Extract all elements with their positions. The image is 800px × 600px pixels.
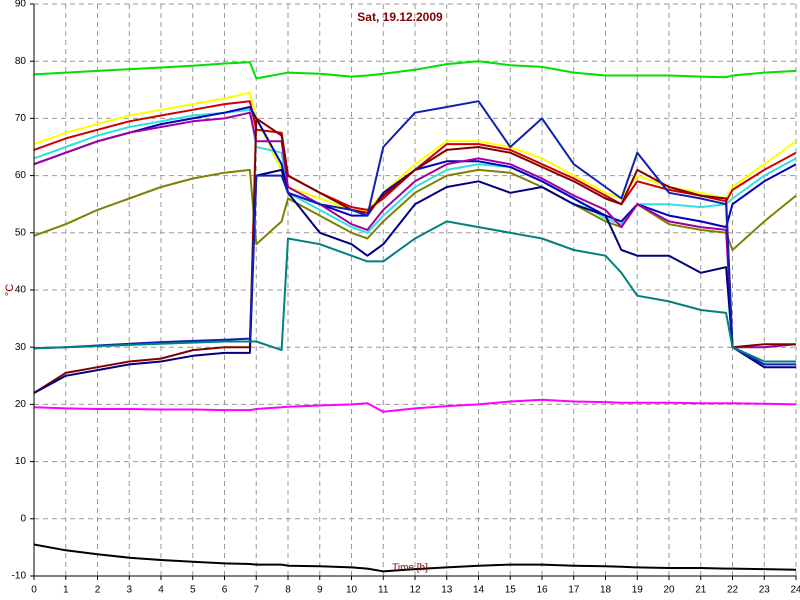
series-line [33, 117, 796, 394]
y-tick-label: 50 [15, 227, 27, 238]
x-tick-label: 7 [253, 585, 259, 596]
y-tick-label: 10 [15, 456, 27, 467]
series-line [33, 111, 797, 349]
series-line [33, 60, 797, 80]
y-tick-label: 60 [15, 170, 27, 181]
x-tick-label: 10 [346, 585, 358, 596]
series-line [33, 220, 796, 363]
x-tick-label: 11 [378, 585, 389, 596]
series-line [33, 100, 796, 366]
x-tick-label: 6 [222, 585, 228, 596]
x-tick-label: 4 [158, 585, 164, 596]
y-tick-label: 30 [15, 342, 27, 353]
x-tick-label: 16 [536, 585, 548, 596]
series-line [33, 168, 797, 251]
x-tick-label: 1 [63, 585, 69, 596]
x-tick-label: 8 [285, 585, 291, 596]
x-tick-label: 5 [190, 585, 196, 596]
y-tick-label: 20 [15, 399, 27, 410]
chart-title: Sat, 19.12.2009 [357, 10, 443, 24]
x-tick-label: 0 [31, 585, 37, 596]
x-tick-label: 22 [727, 585, 739, 596]
x-tick-label: 3 [126, 585, 132, 596]
y-axis-label: °C [4, 284, 16, 296]
x-tick-label: 19 [632, 585, 644, 596]
grid [30, 3, 797, 580]
y-tick-label: -10 [12, 571, 27, 582]
x-tick-label: 23 [759, 585, 771, 596]
x-tick-label: 20 [663, 585, 675, 596]
lines [33, 60, 797, 573]
x-axis-label: Time [h] [392, 563, 428, 574]
series-line [33, 100, 797, 211]
y-tick-label: 0 [20, 513, 26, 524]
series-line [33, 398, 797, 413]
x-tick-label: 9 [317, 585, 323, 596]
series-line [33, 108, 797, 234]
x-tick-label: 17 [568, 585, 580, 596]
y-tick-label: 70 [15, 113, 27, 124]
x-tick-label: 13 [441, 585, 453, 596]
series-line [33, 168, 796, 394]
x-tick-label: 18 [600, 585, 612, 596]
x-tick-label: 2 [95, 585, 101, 596]
x-tick-label: 21 [695, 585, 707, 596]
y-tick-label: 80 [15, 56, 27, 67]
x-tick-label: 14 [473, 585, 485, 596]
x-tick-label: 24 [790, 585, 800, 596]
series-line [33, 543, 797, 573]
y-tick-label: 90 [15, 0, 27, 10]
y-tick-label: 40 [15, 285, 27, 296]
series-line [33, 106, 797, 229]
x-tick-label: 15 [505, 585, 517, 596]
x-tick-label: 12 [409, 585, 421, 596]
